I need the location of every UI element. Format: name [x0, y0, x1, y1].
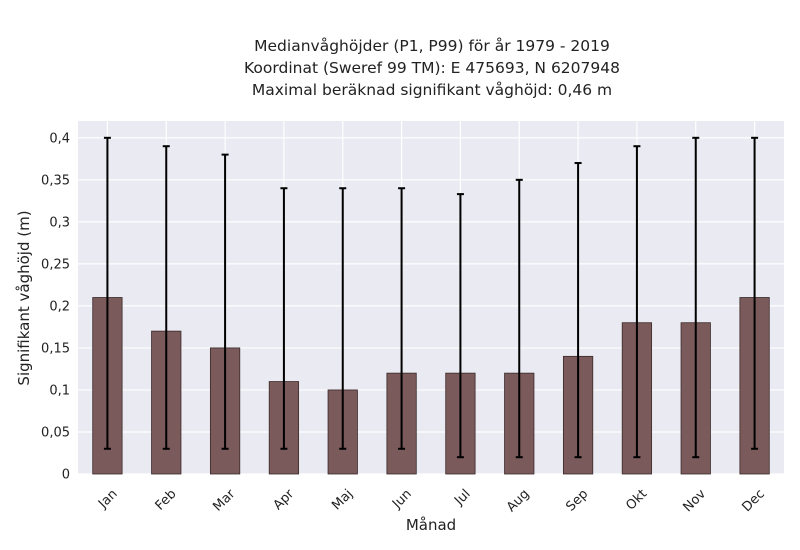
chart-title-line-2: Koordinat (Sweref 99 TM): E 475693, N 62…	[244, 59, 620, 77]
x-tick-label: Jun	[389, 487, 415, 513]
x-tick-label: Okt	[623, 487, 650, 514]
y-tick-label: 0,4	[49, 131, 70, 146]
y-tick-label: 0	[62, 468, 70, 483]
x-tick-label: Aug	[504, 487, 533, 516]
y-tick-label: 0,25	[41, 257, 70, 272]
x-tick-label: Mar	[210, 486, 238, 514]
y-tick-label: 0,3	[49, 215, 70, 230]
y-tick-label: 0,35	[41, 173, 70, 188]
x-tick-label: Sep	[563, 487, 591, 515]
y-axis-label: Signifikant våghöjd (m)	[15, 210, 33, 386]
x-tick-label: Dec	[739, 487, 767, 515]
x-tick-label: Maj	[329, 487, 356, 514]
plot-area	[78, 121, 784, 474]
chart-title-line-3: Maximal beräknad signifikant våghöjd: 0,…	[251, 81, 613, 99]
x-tick-label: Feb	[153, 487, 180, 514]
x-tick-label: Jan	[95, 487, 120, 512]
y-tick-label: 0,05	[41, 425, 70, 440]
y-tick-label: 0,15	[41, 341, 70, 356]
y-tick-label: 0,1	[49, 383, 70, 398]
y-tick-label: 0,2	[49, 299, 70, 314]
x-axis-label: Månad	[405, 516, 457, 534]
chart-title-line-1: Medianvåghöjder (P1, P99) för år 1979 - …	[254, 37, 610, 55]
x-tick-label: Jul	[451, 487, 473, 509]
x-tick-label: Nov	[680, 486, 709, 515]
x-tick-label: Apr	[271, 486, 298, 513]
